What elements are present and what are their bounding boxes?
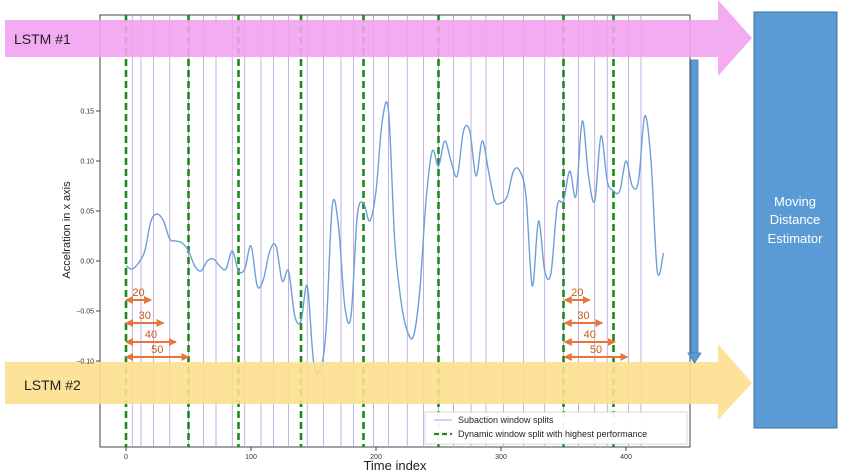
lstm1-label: LSTM #1 <box>14 31 71 47</box>
window-size-label: 50 <box>590 344 602 356</box>
window-size-label: 50 <box>151 344 163 356</box>
legend-subaction-label: Subaction window splits <box>458 415 554 425</box>
y-axis-label: Accelration in x axis <box>61 181 73 279</box>
estimator-line-1: Moving <box>774 194 816 209</box>
window-size-label: 30 <box>139 310 151 322</box>
lstm2-label: LSTM #2 <box>24 377 81 393</box>
lstm1-arrow: LSTM #1 <box>5 0 752 76</box>
x-tick-label: 400 <box>620 454 632 461</box>
y-tick-label: −0.10 <box>76 359 94 366</box>
x-axis-label: Time index <box>363 458 427 473</box>
y-tick-label: 0.15 <box>80 109 94 116</box>
y-axis-ticks: 0.15 0.10 0.05 0.00 −0.05 −0.10 <box>76 109 100 366</box>
legend-dynamic-label: Dynamic window split with highest perfor… <box>458 429 647 439</box>
acceleration-series-line <box>125 101 665 375</box>
x-tick-label: 300 <box>495 454 507 461</box>
estimator-line-2: Distance <box>770 212 821 227</box>
window-size-label: 20 <box>571 287 583 299</box>
x-axis-ticks: 0 100 200 300 400 <box>124 447 632 461</box>
moving-distance-estimator: Moving Distance Estimator <box>753 11 838 429</box>
window-size-label: 40 <box>145 329 157 341</box>
y-tick-label: 0.10 <box>80 159 94 166</box>
window-arrows-right: 20 30 40 50 <box>563 287 629 361</box>
flow-down-arrow <box>687 59 702 364</box>
dynamic-split-lines <box>124 15 615 447</box>
y-tick-label: 0.05 <box>80 209 94 216</box>
x-tick-label: 200 <box>370 454 382 461</box>
estimator-line-3: Estimator <box>768 231 824 246</box>
window-size-label: 20 <box>132 287 144 299</box>
y-tick-label: 0.00 <box>80 259 94 266</box>
window-arrows-left: 20 30 40 50 <box>125 287 190 361</box>
window-size-label: 40 <box>584 329 596 341</box>
lstm2-arrow: LSTM #2 <box>5 344 752 420</box>
y-tick-label: −0.05 <box>76 309 94 316</box>
x-tick-label: 0 <box>124 454 128 461</box>
x-tick-label: 100 <box>245 454 257 461</box>
legend: Subaction window splits Dynamic window s… <box>424 411 688 445</box>
window-size-label: 30 <box>577 310 589 322</box>
